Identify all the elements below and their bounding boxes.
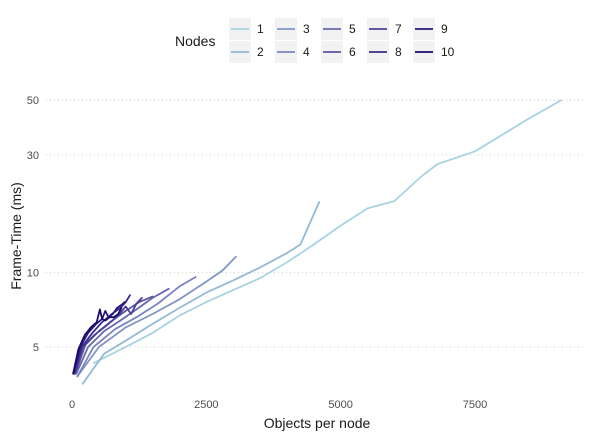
legend-keys: 1 2 3 4 5 6 7 8 9 10 <box>229 18 455 63</box>
series-line-nodes-1 <box>92 99 562 365</box>
series-line-nodes-4 <box>76 276 197 378</box>
series-line-nodes-10 <box>72 306 123 375</box>
x-axis-ticks: 0 2500 5000 7500 <box>69 399 487 411</box>
series-line-nodes-3 <box>76 255 237 378</box>
y-tick-label: 50 <box>27 95 39 107</box>
legend-label: 8 <box>395 45 402 59</box>
x-tick-label: 2500 <box>194 399 218 411</box>
legend-label: 6 <box>349 45 356 59</box>
y-tick-label: 5 <box>33 342 39 354</box>
y-tick-label: 30 <box>27 150 39 162</box>
legend-label: 3 <box>303 22 310 36</box>
series-lines <box>72 99 562 385</box>
series-line-nodes-2 <box>81 201 321 385</box>
y-axis-title: Frame-Time (ms) <box>8 182 24 290</box>
legend-label: 2 <box>257 45 264 59</box>
x-axis-title: Objects per node <box>264 415 371 431</box>
legend-label: 7 <box>395 22 402 36</box>
series-line-nodes-9 <box>72 301 126 374</box>
y-tick-label: 10 <box>27 268 39 280</box>
legend-label: 4 <box>303 45 310 59</box>
series-line-nodes-7 <box>73 296 143 375</box>
x-tick-label: 0 <box>69 399 75 411</box>
y-axis-ticks: 5 10 30 50 <box>27 95 39 354</box>
legend-label: 10 <box>441 45 455 59</box>
legend-title: Nodes <box>175 33 215 49</box>
legend-label: 5 <box>349 22 356 36</box>
x-tick-label: 7500 <box>463 399 487 411</box>
series-line-nodes-5 <box>75 287 170 375</box>
legend-label: 9 <box>441 22 448 36</box>
x-tick-label: 5000 <box>328 399 352 411</box>
legend-label: 1 <box>257 22 264 36</box>
legend: Nodes 1 2 3 4 5 6 7 8 9 10 <box>175 18 455 63</box>
